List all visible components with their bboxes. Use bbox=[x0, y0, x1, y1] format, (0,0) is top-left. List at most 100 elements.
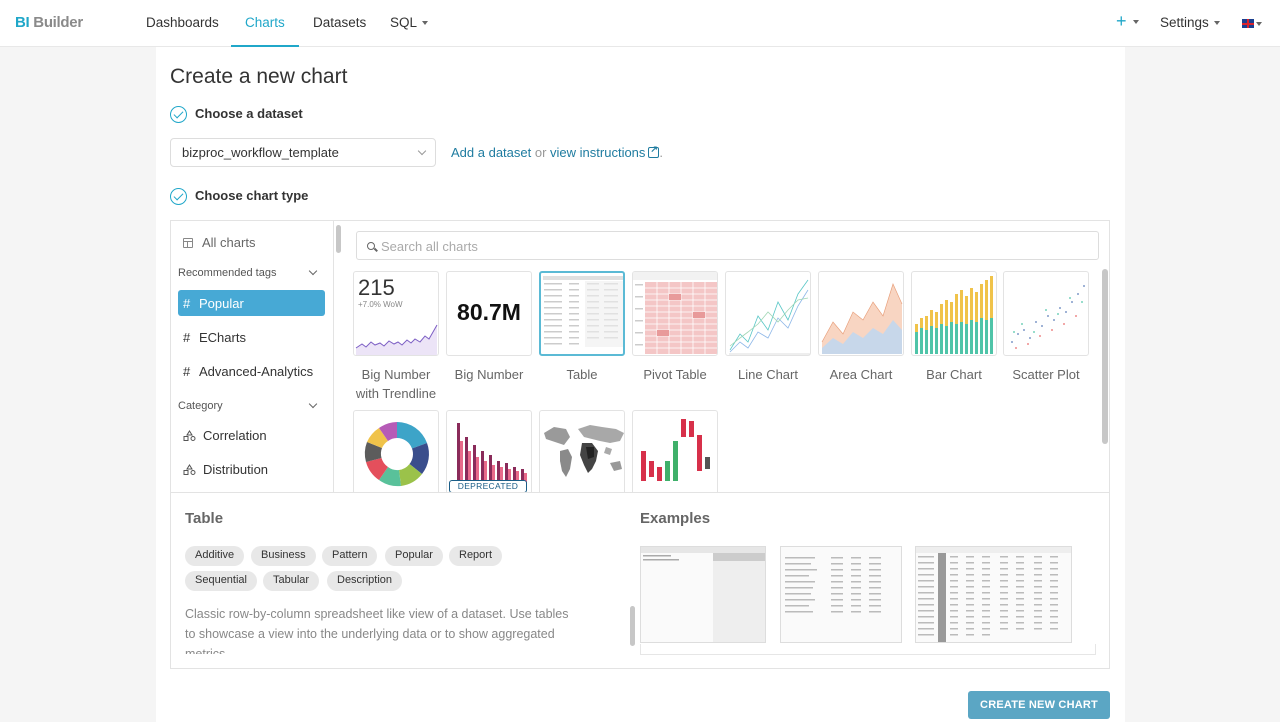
donut-chart-graphic bbox=[364, 422, 429, 487]
example-thumbnail[interactable] bbox=[915, 546, 1072, 643]
hash-icon: # bbox=[183, 330, 191, 345]
tag-popular[interactable]: # Popular bbox=[178, 290, 325, 316]
chart-thumbnail: DEPRECATED bbox=[446, 410, 532, 492]
chart-thumbnail bbox=[353, 410, 439, 492]
chart-thumbnail bbox=[539, 271, 625, 356]
world-map-graphic bbox=[544, 425, 624, 477]
chart-tile-big-number[interactable]: 80.7M Big Number bbox=[446, 271, 532, 384]
chart-thumbnail bbox=[911, 271, 997, 356]
example-table-graphic bbox=[641, 547, 765, 642]
add-dataset-link[interactable]: Add a dataset bbox=[451, 145, 532, 160]
chart-tile-bar-chart[interactable]: Bar Chart bbox=[911, 271, 997, 384]
line-chart-graphic bbox=[729, 279, 810, 355]
example-thumbnail[interactable] bbox=[640, 546, 766, 643]
chart-thumbnail bbox=[818, 271, 904, 356]
chart-tile-label: Bar Chart bbox=[926, 367, 982, 382]
caret-down-icon[interactable] bbox=[1256, 22, 1262, 26]
nav-sql[interactable]: SQL bbox=[390, 15, 429, 30]
main-panel: Create a new chart Choose a dataset bizp… bbox=[156, 47, 1125, 722]
new-menu[interactable]: + bbox=[1116, 11, 1139, 32]
chart-tile-deprecated[interactable]: DEPRECATED bbox=[446, 410, 532, 492]
nav-active-indicator bbox=[231, 45, 299, 47]
search-input[interactable]: Search all charts bbox=[356, 231, 1099, 260]
settings-menu[interactable]: Settings bbox=[1160, 15, 1220, 30]
create-new-chart-button[interactable]: CREATE NEW CHART bbox=[968, 691, 1110, 719]
example-thumbnail[interactable] bbox=[780, 546, 902, 643]
tag-echarts[interactable]: # ECharts bbox=[178, 324, 325, 350]
example-table-graphic bbox=[781, 547, 901, 613]
example-table-graphic bbox=[916, 547, 1071, 642]
pivot-table-graphic bbox=[633, 272, 717, 354]
settings-label: Settings bbox=[1160, 15, 1209, 30]
big-number-value: 215 bbox=[358, 275, 395, 300]
search-icon bbox=[367, 242, 375, 250]
category-distribution[interactable]: Distribution bbox=[178, 456, 325, 482]
scatter-plot-graphic bbox=[1011, 285, 1085, 349]
chart-tile-area-chart[interactable]: Area Chart bbox=[818, 271, 904, 384]
plus-icon: + bbox=[1116, 11, 1127, 31]
chart-tile-label: Scatter Plot bbox=[1012, 367, 1080, 382]
uk-flag-icon[interactable] bbox=[1242, 19, 1254, 28]
recommended-tags-header[interactable]: Recommended tags bbox=[178, 266, 318, 279]
external-link-icon[interactable] bbox=[648, 144, 660, 158]
check-circle-icon bbox=[170, 106, 187, 124]
description-scrollbar[interactable] bbox=[630, 606, 635, 646]
shapes-icon bbox=[183, 464, 196, 475]
tag-sidebar: All charts Recommended tags # Popular # EC… bbox=[171, 221, 334, 492]
bar-chart-graphic bbox=[915, 276, 993, 354]
chevron-down-icon bbox=[308, 399, 318, 409]
chart-tile-waterfall[interactable] bbox=[632, 410, 718, 492]
tag-label: Advanced-Analytics bbox=[199, 364, 314, 379]
chart-thumbnail: 215 +7.0% WoW bbox=[353, 271, 439, 356]
chevron-down-icon bbox=[308, 266, 318, 276]
caret-down-icon bbox=[422, 21, 429, 26]
chart-tile-label: Big Number bbox=[454, 367, 524, 382]
chart-description: Classic row-by-column spreadsheet like v… bbox=[185, 607, 569, 654]
chart-tile-big-number-trendline[interactable]: 215 +7.0% WoW Big Number with Trendline bbox=[353, 271, 439, 403]
category-header[interactable]: Category bbox=[178, 399, 318, 412]
chart-tile-pivot-table[interactable]: Pivot Table bbox=[632, 271, 718, 384]
tag-label: Popular bbox=[199, 296, 244, 311]
all-charts-item[interactable]: All charts bbox=[183, 235, 255, 250]
trendline-graphic bbox=[355, 324, 438, 355]
chart-tile-table[interactable]: Table bbox=[539, 271, 625, 384]
trailing-period: . bbox=[659, 145, 664, 160]
step-label: Choose a dataset bbox=[195, 106, 303, 121]
nav-dashboards[interactable]: Dashboards bbox=[146, 15, 219, 30]
step-choose-chart-type: Choose chart type bbox=[170, 188, 308, 206]
waterfall-graphic bbox=[641, 419, 710, 481]
tag-advanced-analytics[interactable]: # Advanced-Analytics bbox=[178, 358, 325, 384]
big-number-value: 80.7M bbox=[457, 299, 521, 325]
caret-down-icon bbox=[1132, 20, 1139, 25]
gallery-scrollbar[interactable] bbox=[1102, 269, 1108, 444]
dataset-select-value: bizproc_workflow_template bbox=[182, 145, 339, 160]
category-correlation[interactable]: Correlation bbox=[178, 422, 325, 448]
check-circle-icon bbox=[170, 188, 187, 206]
nav-datasets[interactable]: Datasets bbox=[313, 15, 367, 30]
sidebar-scrollbar[interactable] bbox=[336, 225, 341, 253]
chart-tag: Sequential bbox=[185, 571, 257, 591]
chart-tile-pie-chart[interactable] bbox=[353, 410, 439, 492]
category-label: Distribution bbox=[203, 462, 269, 477]
chart-thumbnail bbox=[632, 271, 718, 356]
brand-logo[interactable]: BI Builder bbox=[15, 14, 83, 31]
dataset-links: Add a dataset or view instructions. bbox=[451, 144, 664, 160]
top-navbar: BI Builder Dashboards Charts Datasets SQ… bbox=[0, 0, 1280, 47]
nav-charts[interactable]: Charts bbox=[245, 15, 285, 30]
page-title: Create a new chart bbox=[170, 65, 348, 88]
view-instructions-link[interactable]: view instructions bbox=[550, 145, 646, 160]
examples-scroll-track[interactable] bbox=[640, 644, 1096, 655]
chart-thumbnail bbox=[632, 410, 718, 492]
chart-tag: Additive bbox=[185, 546, 245, 566]
chart-tile-line-chart[interactable]: Line Chart bbox=[725, 271, 811, 384]
chart-thumbnail: 80.7M bbox=[446, 271, 532, 356]
hash-icon: # bbox=[183, 296, 191, 311]
chart-tile-scatter-plot[interactable]: Scatter Plot bbox=[1003, 271, 1089, 384]
chart-details-panel: Table Additive Business Pattern Popular … bbox=[171, 492, 1109, 669]
chart-thumbnail bbox=[1003, 271, 1089, 356]
dataset-select[interactable]: bizproc_workflow_template bbox=[170, 138, 436, 167]
chart-tag: Pattern bbox=[322, 546, 378, 566]
examples-title: Examples bbox=[640, 510, 711, 527]
chart-tile-world-map[interactable] bbox=[539, 410, 625, 492]
chart-thumbnail bbox=[539, 410, 625, 492]
